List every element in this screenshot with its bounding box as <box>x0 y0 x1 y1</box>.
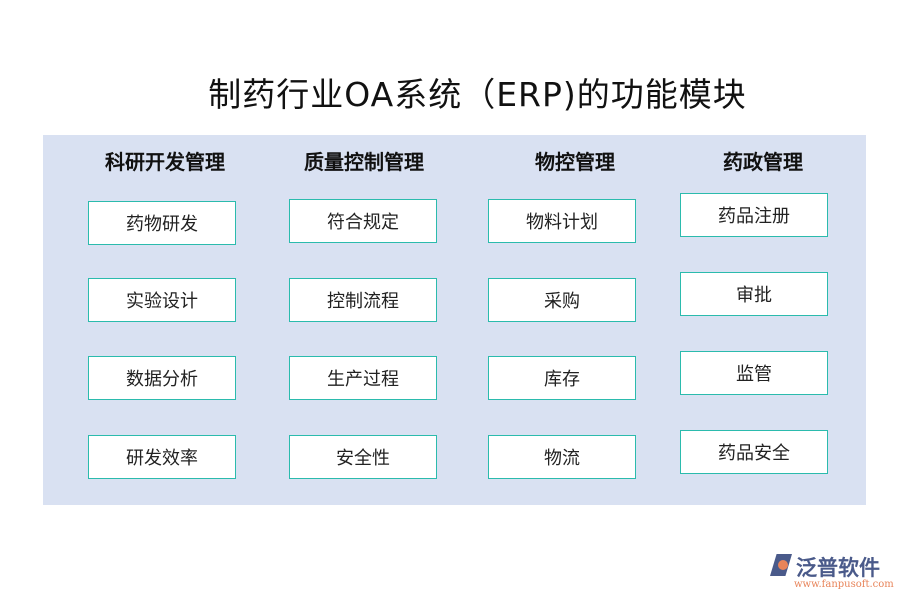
logo-icon <box>770 554 792 576</box>
module-box: 符合规定 <box>289 199 437 243</box>
module-box: 监管 <box>680 351 828 395</box>
column-heading: 物控管理 <box>535 150 615 174</box>
module-box: 实验设计 <box>88 278 236 322</box>
page-title: 制药行业OA系统（ERP)的功能模块 <box>208 75 747 114</box>
module-box: 药品安全 <box>680 430 828 474</box>
column-heading: 科研开发管理 <box>105 150 225 174</box>
module-box: 安全性 <box>289 435 437 479</box>
module-box: 药品注册 <box>680 193 828 237</box>
module-box: 物料计划 <box>488 199 636 243</box>
module-box: 数据分析 <box>88 356 236 400</box>
module-box: 研发效率 <box>88 435 236 479</box>
logo-name: 泛普软件 <box>796 556 880 580</box>
module-box: 物流 <box>488 435 636 479</box>
module-box: 库存 <box>488 356 636 400</box>
column-heading: 质量控制管理 <box>304 150 424 174</box>
module-box: 药物研发 <box>88 201 236 245</box>
module-box: 采购 <box>488 278 636 322</box>
module-box: 控制流程 <box>289 278 437 322</box>
module-box: 生产过程 <box>289 356 437 400</box>
logo-url: www.fanpusoft.com <box>794 579 894 590</box>
module-box: 审批 <box>680 272 828 316</box>
column-heading: 药政管理 <box>723 150 803 174</box>
